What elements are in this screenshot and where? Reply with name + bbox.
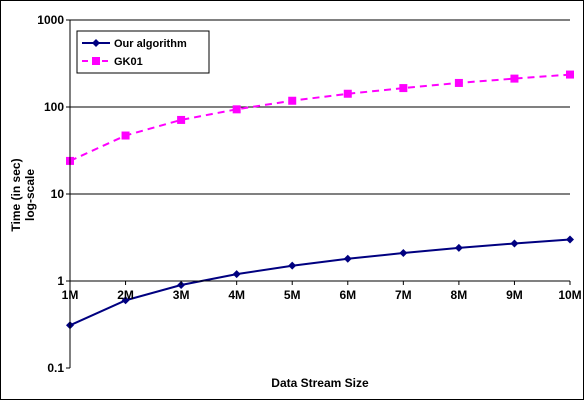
legend-marker-gk01 bbox=[92, 57, 100, 65]
series-0-point bbox=[288, 261, 297, 270]
x-tick-label: 6M bbox=[339, 288, 356, 302]
series-1-point bbox=[566, 70, 574, 79]
x-tick-label: 5M bbox=[284, 288, 301, 302]
series-1-point bbox=[121, 131, 130, 140]
legend-marker-our-algorithm bbox=[92, 39, 100, 47]
y-tick-label: 1 bbox=[57, 274, 64, 288]
y-axis-title-line-2: log-scale bbox=[23, 169, 37, 221]
x-tick-label: 3M bbox=[173, 288, 190, 302]
legend-label-gk01: GK01 bbox=[114, 56, 143, 68]
series-1-point bbox=[343, 89, 352, 98]
series-1-point bbox=[232, 105, 241, 114]
x-axis-title: Data Stream Size bbox=[271, 376, 369, 390]
x-tick-label: 1M bbox=[62, 288, 79, 302]
series-1-point bbox=[288, 96, 297, 105]
series-layer bbox=[66, 70, 574, 330]
x-tick-label: 2M bbox=[117, 288, 134, 302]
series-line-1 bbox=[69, 73, 571, 162]
series-0-point bbox=[343, 254, 352, 263]
series-1-point bbox=[510, 74, 519, 83]
y-tick-label: 10 bbox=[51, 187, 65, 201]
axes: 1000 100 10 1 0.1 1M 2M 3M 4M 5M 6M 7M 8M 9M 10M bbox=[37, 13, 581, 375]
legend-label-our-algorithm: Our algorithm bbox=[114, 38, 187, 50]
series-0-point bbox=[454, 243, 463, 252]
series-1-point bbox=[177, 115, 186, 124]
x-tick-label: 10M bbox=[558, 288, 581, 302]
legend: Our algorithm GK01 bbox=[76, 30, 210, 74]
series-0-point bbox=[566, 235, 574, 244]
y-axis-title-line-1: Time (in sec) bbox=[9, 158, 23, 231]
legend-box bbox=[76, 30, 210, 74]
y-tick-label: 0.1 bbox=[47, 361, 64, 375]
series-0-point bbox=[232, 270, 241, 279]
series-1-point bbox=[454, 78, 463, 87]
series-0-point bbox=[121, 296, 130, 305]
series-line-0 bbox=[69, 238, 571, 327]
x-tick-label: 7M bbox=[395, 288, 412, 302]
y-axis-title-group: Time (in sec) log-scale bbox=[9, 158, 37, 231]
y-tick-label: 100 bbox=[44, 100, 64, 114]
series-0-point bbox=[399, 248, 408, 257]
series-1-point bbox=[399, 84, 408, 93]
x-tick-label: 4M bbox=[228, 288, 245, 302]
y-tick-label: 1000 bbox=[37, 13, 64, 27]
series-0-point bbox=[510, 239, 519, 248]
x-tick-label: 8M bbox=[451, 288, 468, 302]
x-tick-label: 9M bbox=[506, 288, 523, 302]
